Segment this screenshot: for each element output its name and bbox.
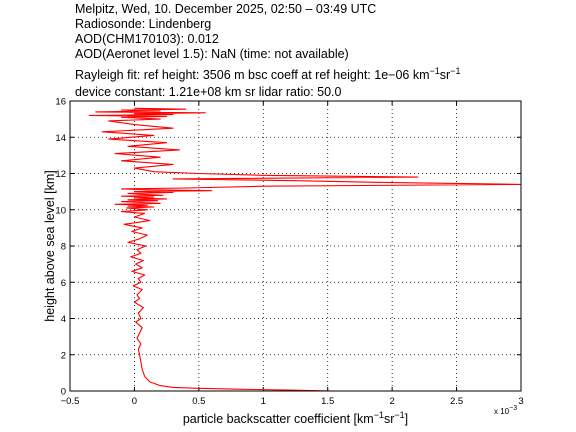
series-group — [88, 107, 522, 392]
x-tick-label: −0.5 — [61, 396, 80, 407]
y-tick-label: 4 — [61, 314, 66, 325]
x-tick-label: 2 — [389, 396, 394, 407]
y-axis-label: height above sea level [km] — [43, 170, 57, 321]
x-multiplier-base: x 10 — [494, 407, 510, 416]
x-tick-label: 3 — [518, 396, 523, 407]
y-tick-label: 8 — [61, 242, 66, 253]
header-radiosonde: Radiosonde: Lindenberg — [75, 17, 211, 31]
header-aod-aeronet: AOD(Aeronet level 1.5): NaN (time: not a… — [75, 47, 349, 61]
rayleigh-sup2: −1 — [450, 66, 460, 76]
x-multiplier-exp: −3 — [509, 405, 517, 412]
backscatter-series-line — [88, 107, 522, 392]
rayleigh-text: Rayleigh fit: ref height: 3506 m bsc coe… — [75, 68, 430, 82]
x-tick-label: 1.5 — [321, 396, 334, 407]
x-axis-label-end: ] — [405, 412, 408, 426]
y-tick-label: 0 — [61, 387, 66, 398]
y-tick-label: 12 — [55, 169, 66, 180]
header-text: Melpitz, Wed, 10. December 2025, 02:50 –… — [75, 2, 460, 99]
header-aod-chm: AOD(CHM170103): 0.012 — [75, 32, 219, 46]
y-tick-label: 6 — [61, 278, 66, 289]
x-axis-label-mid: sr — [384, 412, 394, 426]
x-tick-label: 0 — [132, 396, 137, 407]
x-axis-label: particle backscatter coefficient [km−1sr… — [183, 410, 408, 426]
y-tick-label: 10 — [55, 205, 66, 216]
x-tick-label: 0.5 — [192, 396, 205, 407]
x-tick-label: 2.5 — [450, 396, 463, 407]
x-axis-multiplier: x 10−3 — [494, 405, 517, 416]
x-tick-label: 1 — [261, 396, 266, 407]
y-tick-label: 16 — [55, 97, 66, 108]
rayleigh-mid: sr — [440, 68, 450, 82]
x-axis-label-main: particle backscatter coefficient [km — [183, 412, 374, 426]
grid-lines — [70, 101, 521, 391]
plot-frame — [69, 100, 522, 392]
header-rayleigh-fit: Rayleigh fit: ref height: 3506 m bsc coe… — [75, 66, 460, 82]
y-tick-label: 14 — [55, 133, 66, 144]
x-axis-label-sup2: −1 — [394, 410, 404, 420]
y-tick-label: 2 — [61, 350, 66, 361]
x-axis-label-sup1: −1 — [374, 410, 384, 420]
rayleigh-sup1: −1 — [430, 66, 440, 76]
header-title: Melpitz, Wed, 10. December 2025, 02:50 –… — [75, 2, 376, 16]
header-device-constant: device constant: 1.21e+08 km sr lidar ra… — [75, 85, 342, 99]
